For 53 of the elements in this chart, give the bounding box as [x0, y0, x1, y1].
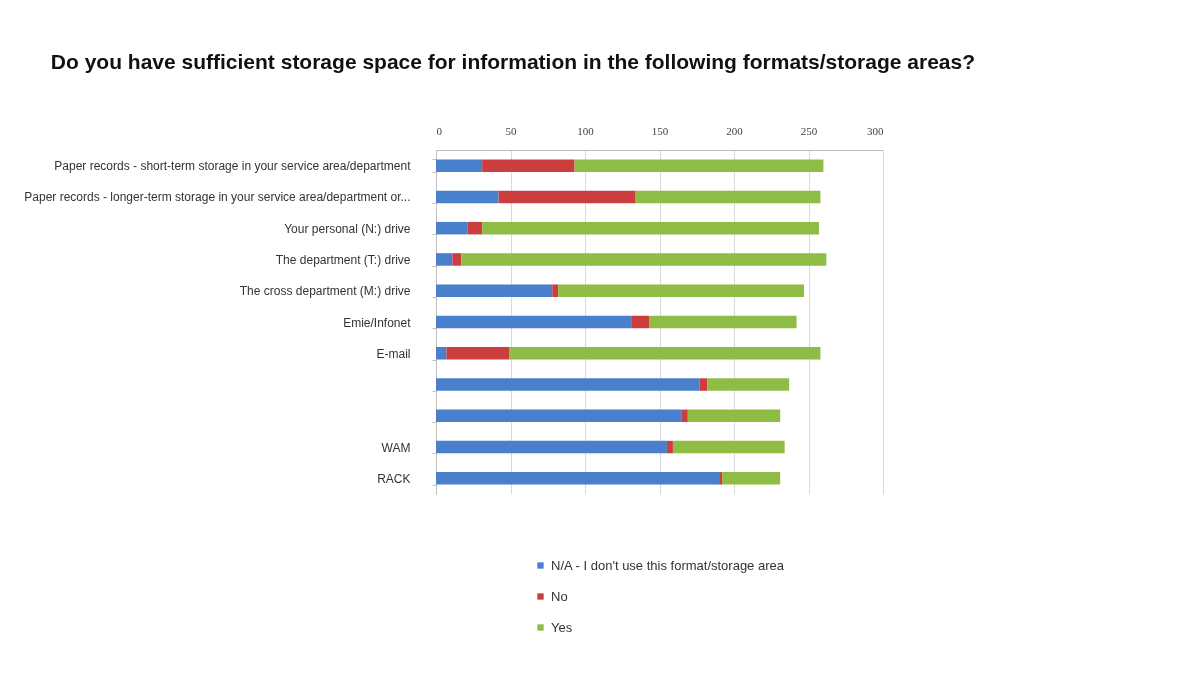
bar [436, 159, 483, 172]
bar [498, 190, 636, 204]
chart-title: Do you have sufficient storage space for information in the following formats/storage areas? [50, 50, 975, 73]
bar [436, 253, 453, 266]
bar [467, 221, 483, 235]
y-tick-label: Paper records - longer-term storage in your service area/department or... [24, 190, 411, 205]
bar [719, 472, 723, 485]
bar [482, 221, 819, 235]
bar [666, 440, 673, 454]
bar [552, 284, 559, 297]
bar [631, 315, 650, 329]
bar [649, 315, 797, 329]
bar [436, 440, 667, 454]
y-tick-label: The cross department (M:) drive [239, 284, 411, 299]
bar [446, 347, 510, 360]
bar [574, 159, 824, 172]
x-tick-label: 0 [436, 124, 443, 137]
bar [681, 409, 688, 423]
x-tick-label: 250 [800, 124, 818, 137]
bar [436, 284, 553, 297]
bar [672, 440, 785, 454]
bar [452, 253, 462, 266]
y-tick-label: Paper records - short-term storage in your service area/department [54, 159, 412, 174]
x-tick-label: 200 [726, 124, 744, 137]
bar [558, 284, 805, 297]
x-tick-label: 50 [505, 124, 517, 137]
bar [436, 221, 468, 235]
bar [436, 409, 682, 423]
bar [436, 347, 447, 360]
bar [722, 472, 781, 485]
y-tick-label: RACK [377, 471, 411, 486]
legend-label: N/A - I don't use this format/storage area [551, 557, 785, 573]
bar [707, 378, 790, 391]
y-tick-label: Your personal (N:) drive [284, 221, 411, 236]
bar [436, 315, 632, 329]
bar [436, 190, 499, 204]
y-tick-label: E-mail [376, 346, 411, 361]
bar [635, 190, 821, 204]
bar [461, 253, 827, 266]
bar [509, 347, 821, 360]
legend-label: No [551, 588, 568, 604]
bar [687, 409, 781, 423]
bar [482, 159, 575, 172]
y-tick-label: Emie/Infonet [343, 315, 412, 330]
y-tick-label: WAM [381, 440, 411, 455]
bar [436, 472, 720, 485]
x-tick-label: 150 [651, 124, 669, 137]
legend-label: Yes [551, 619, 573, 635]
x-tick-label: 300 [867, 124, 884, 137]
bar [436, 378, 700, 391]
bar [699, 378, 708, 391]
y-tick-label: The department (T:) drive [275, 252, 411, 267]
x-tick-label: 100 [577, 124, 595, 137]
